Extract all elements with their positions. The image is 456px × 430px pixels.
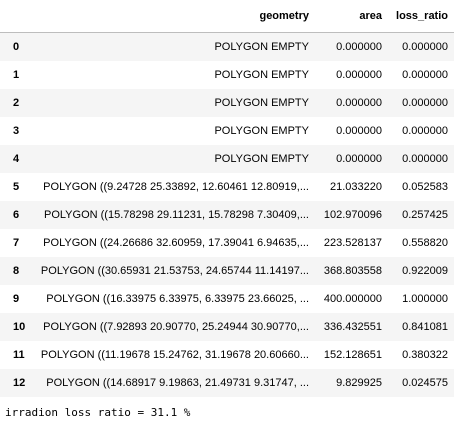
cell-loss-ratio: 0.841081 [402, 320, 448, 333]
cell-loss-ratio: 0.257425 [402, 208, 448, 221]
table-row: 8 POLYGON ((30.65931 21.53753, 24.65744 1… [0, 256, 454, 285]
cell-area: 102.970096 [323, 208, 382, 221]
header-area: area [315, 0, 388, 33]
cell-area: 0.000000 [336, 124, 382, 137]
table-header: geometry area loss_ratio [0, 0, 454, 33]
row-index: 0 [13, 40, 20, 53]
cell-area: 368.803558 [323, 264, 382, 277]
table-row: 11 POLYGON ((11.19678 15.24762, 31.19678 … [0, 340, 454, 369]
cell-area: 0.000000 [336, 40, 382, 53]
cell-area: 0.000000 [336, 152, 382, 165]
table-body: 0 POLYGON EMPTY 0.000000 0.000000 1 POLYGON E… [0, 32, 454, 397]
table-row: 4 POLYGON EMPTY 0.000000 0.000000 [0, 144, 454, 173]
cell-geometry: POLYGON ((9.24728 25.33892, 12.60461 12.… [43, 180, 309, 193]
cell-geometry: POLYGON EMPTY [214, 124, 309, 137]
table-row: 7 POLYGON ((24.26686 32.60959, 17.39041 6… [0, 228, 454, 257]
table-row: 0 POLYGON EMPTY 0.000000 0.000000 [0, 32, 454, 61]
table-row: 5 POLYGON ((9.24728 25.33892, 12.60461 12… [0, 172, 454, 201]
cell-loss-ratio: 0.052583 [402, 180, 448, 193]
cell-area: 400.000000 [323, 292, 382, 305]
header-index [0, 0, 30, 33]
cell-geometry: POLYGON ((15.78298 29.11231, 15.78298 7.… [43, 208, 309, 221]
cell-area: 0.000000 [336, 68, 382, 81]
row-index: 4 [13, 152, 20, 165]
cell-geometry: POLYGON EMPTY [214, 152, 309, 165]
cell-geometry: POLYGON EMPTY [214, 40, 309, 53]
cell-loss-ratio: 0.000000 [402, 124, 448, 137]
row-index: 9 [13, 292, 20, 305]
cell-area: 21.033220 [330, 180, 382, 193]
cell-geometry: POLYGON ((30.65931 21.53753, 24.65744 11… [40, 264, 309, 277]
cell-loss-ratio: 0.000000 [402, 96, 448, 109]
printed-output: irradion loss ratio = 31.1 % [5, 406, 191, 419]
cell-geometry: POLYGON ((7.92893 20.90770, 25.24944 30.… [43, 320, 309, 333]
cell-loss-ratio: 0.000000 [402, 68, 448, 81]
cell-loss-ratio: 0.000000 [402, 152, 448, 165]
row-index: 5 [13, 180, 20, 193]
header-loss-ratio: loss_ratio [388, 0, 454, 33]
row-index: 10 [13, 320, 26, 333]
cell-area: 152.128651 [323, 348, 382, 361]
table-row: 9 POLYGON ((16.33975 6.33975, 6.33975 23.… [0, 284, 454, 313]
table-row: 10 POLYGON ((7.92893 20.90770, 25.24944 3… [0, 312, 454, 341]
cell-loss-ratio: 1.000000 [402, 292, 448, 305]
cell-loss-ratio: 0.024575 [402, 376, 448, 389]
table-row: 3 POLYGON EMPTY 0.000000 0.000000 [0, 116, 454, 145]
row-index: 8 [13, 264, 20, 277]
cell-geometry: POLYGON EMPTY [214, 96, 309, 109]
cell-geometry: POLYGON ((24.26686 32.60959, 17.39041 6.… [43, 236, 309, 249]
cell-geometry: POLYGON EMPTY [214, 68, 309, 81]
cell-area: 336.432551 [323, 320, 382, 333]
dataframe-output: geometry area loss_ratio 0 POLYGON EMPTY 0… [0, 0, 454, 397]
row-index: 11 [13, 348, 25, 361]
cell-loss-ratio: 0.000000 [402, 40, 448, 53]
cell-geometry: POLYGON ((14.68917 9.19863, 21.49731 9.3… [46, 376, 309, 389]
cell-area: 223.528137 [323, 236, 382, 249]
row-index: 6 [13, 208, 20, 221]
dataframe-table: geometry area loss_ratio 0 POLYGON EMPTY 0… [0, 0, 454, 397]
table-row: 6 POLYGON ((15.78298 29.11231, 15.78298 7… [0, 200, 454, 229]
cell-geometry: POLYGON ((11.19678 15.24762, 31.19678 20… [40, 348, 309, 361]
cell-loss-ratio: 0.922009 [402, 264, 448, 277]
table-row: 1 POLYGON EMPTY 0.000000 0.000000 [0, 60, 454, 89]
cell-geometry: POLYGON ((16.33975 6.33975, 6.33975 23.6… [46, 292, 309, 305]
header-row: geometry area loss_ratio [0, 0, 454, 33]
row-index: 3 [13, 124, 20, 137]
cell-area: 0.000000 [336, 96, 382, 109]
row-index: 12 [13, 376, 26, 389]
row-index: 1 [13, 68, 20, 81]
cell-area: 9.829925 [336, 376, 382, 389]
cell-loss-ratio: 0.558820 [402, 236, 448, 249]
row-index: 2 [13, 96, 20, 109]
table-row: 2 POLYGON EMPTY 0.000000 0.000000 [0, 88, 454, 117]
table-row: 12 POLYGON ((14.68917 9.19863, 21.49731 9… [0, 368, 454, 397]
cell-loss-ratio: 0.380322 [402, 348, 448, 361]
row-index: 7 [13, 236, 20, 249]
header-geometry: geometry [30, 0, 315, 33]
